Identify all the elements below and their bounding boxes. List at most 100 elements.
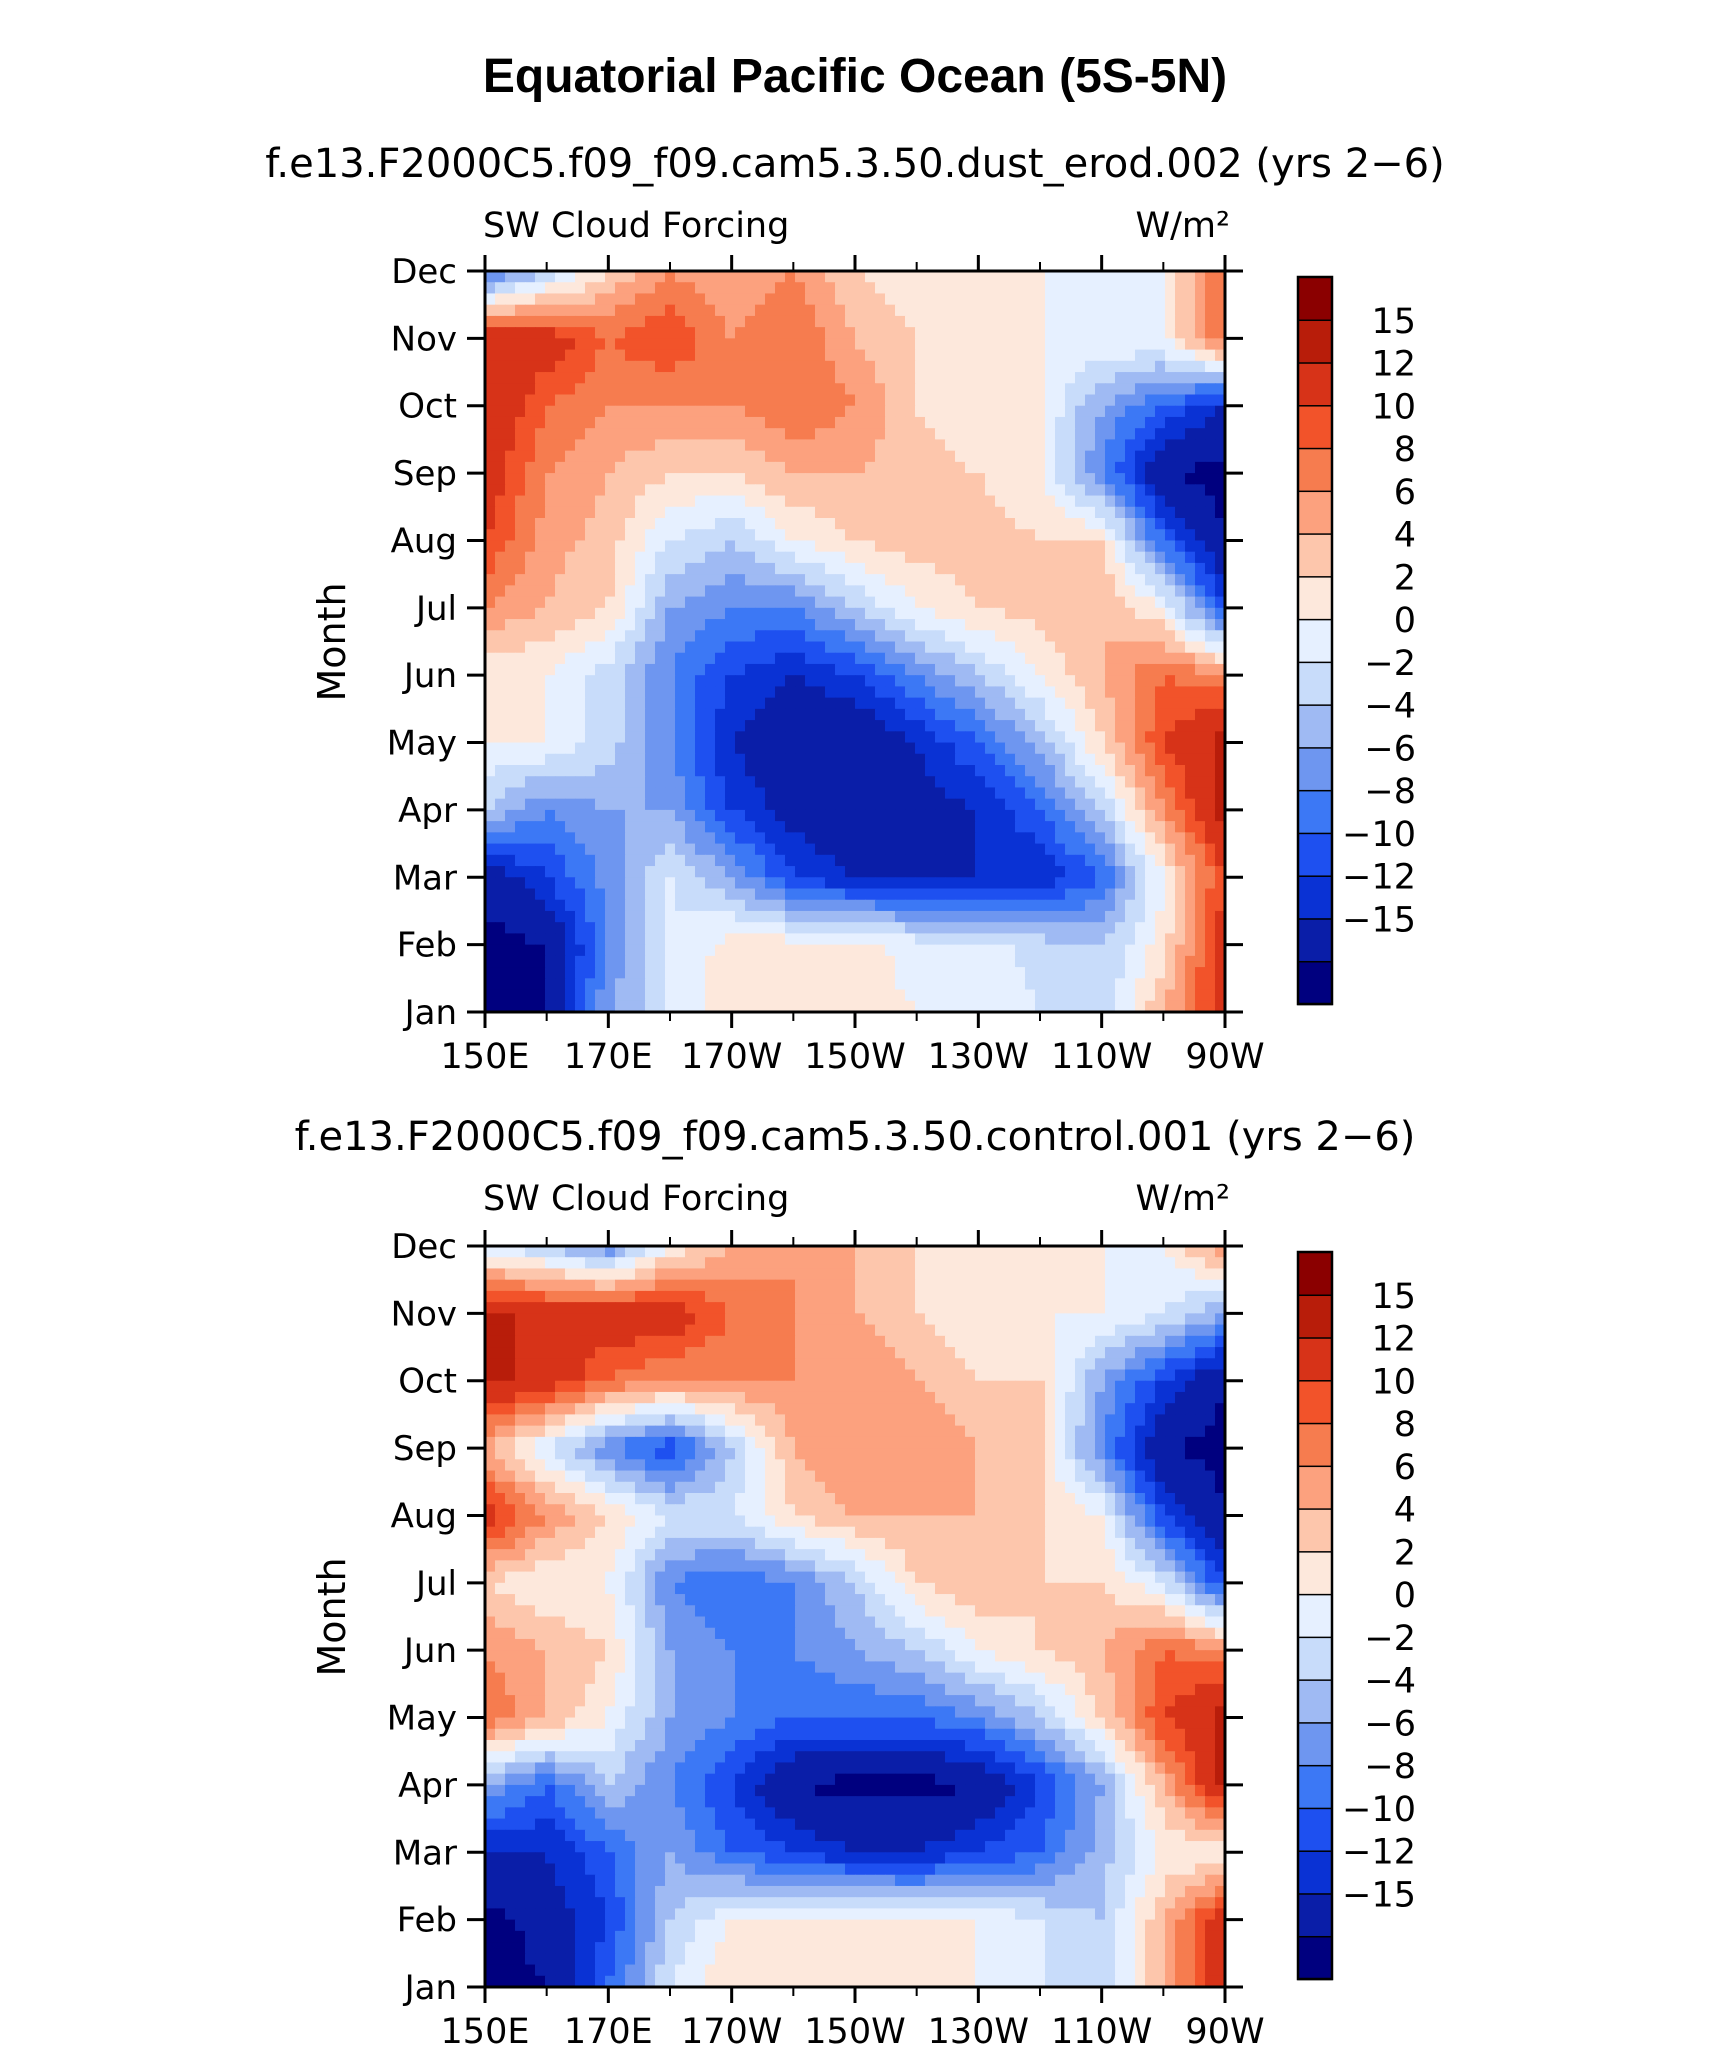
contour-cell [615, 394, 626, 407]
contour-cell [1045, 585, 1056, 598]
contour-cell [665, 720, 676, 732]
contour-cell [815, 271, 826, 283]
contour-cell [515, 495, 526, 508]
contour-cell [955, 989, 966, 1002]
contour-cell [1175, 293, 1186, 306]
contour-cell [1185, 675, 1196, 688]
contour-cell [525, 607, 536, 620]
contour-cell [895, 854, 906, 867]
contour-cell [755, 675, 766, 688]
contour-cell [1015, 910, 1026, 923]
contour-cell [535, 596, 546, 609]
contour-cell [1015, 518, 1026, 530]
contour-cell [635, 428, 646, 441]
contour-cell [835, 338, 846, 351]
contour-cell [545, 753, 556, 766]
contour-cell [1155, 540, 1166, 553]
contour-cell [715, 293, 726, 306]
contour-cell [995, 293, 1006, 306]
contour-cell [1085, 439, 1096, 452]
contour-cell [1135, 271, 1146, 283]
contour-cell [645, 282, 656, 295]
contour-cell [545, 809, 556, 822]
contour-cell [515, 372, 526, 384]
contour-cell [545, 619, 556, 631]
contour-cell [855, 854, 866, 867]
contour-cell [875, 304, 886, 317]
contour-cell [605, 843, 616, 856]
contour-cell [745, 495, 756, 508]
contour-cell [825, 405, 836, 418]
contour-cell [715, 933, 726, 946]
contour-cell [885, 495, 896, 508]
contour-cell [1055, 708, 1066, 721]
contour-cell [875, 327, 886, 339]
contour-cell [565, 967, 576, 979]
contour-cell [505, 652, 516, 665]
contour-cell [745, 753, 756, 766]
contour-cell [1195, 663, 1206, 676]
contour-cell [685, 731, 696, 744]
contour-cell [945, 776, 956, 789]
contour-cell [1125, 854, 1136, 867]
contour-cell [775, 540, 786, 553]
contour-cell [775, 372, 786, 384]
contour-cell [1115, 428, 1126, 441]
contour-cell [995, 349, 1006, 362]
contour-cell [765, 551, 776, 564]
contour-cell [565, 506, 576, 519]
contour-cell [525, 697, 536, 710]
contour-cell [595, 484, 606, 497]
contour-cell [1095, 832, 1106, 845]
contour-cell [975, 967, 986, 979]
contour-cell [1205, 562, 1216, 575]
contour-cell [485, 708, 496, 721]
contour-cell [1105, 271, 1116, 283]
contour-cell [885, 888, 896, 901]
contour-cell [565, 955, 576, 968]
contour-cell [1035, 776, 1046, 789]
contour-cell [955, 832, 966, 845]
contour-cell [1025, 416, 1036, 429]
contour-cell [535, 495, 546, 508]
contour-cell [615, 596, 626, 609]
colorbar-box [1297, 404, 1333, 450]
contour-cell [1095, 866, 1106, 878]
contour-cell [815, 809, 826, 822]
contour-cell [1035, 910, 1046, 923]
contour-cell [735, 877, 746, 890]
contour-cell [955, 293, 966, 306]
contour-cell [855, 989, 866, 1002]
colorbar-label: −2 [1364, 644, 1416, 684]
contour-cell [1015, 619, 1026, 631]
contour-cell [645, 551, 656, 564]
contour-cell [825, 271, 836, 283]
contour-cell [1075, 360, 1086, 373]
contour-cell [1085, 304, 1096, 317]
contour-cell [1115, 888, 1126, 901]
contour-cell [615, 888, 626, 901]
contour-cell [1015, 416, 1026, 429]
contour-cell [505, 787, 516, 800]
contour-cell [545, 742, 556, 755]
contour-cell [675, 304, 686, 317]
contour-cell [845, 293, 856, 306]
contour-cell [905, 607, 916, 620]
contour-cell [995, 383, 1006, 396]
contour-cell [525, 675, 536, 688]
contour-cell [785, 349, 796, 362]
contour-cell [815, 439, 826, 452]
contour-cell [1165, 944, 1176, 957]
contour-cell [995, 327, 1006, 339]
contour-cell [915, 405, 926, 418]
contour-cell [1105, 832, 1116, 845]
contour-cell [1215, 596, 1226, 609]
contour-cell [525, 349, 536, 362]
contour-cell [1185, 899, 1196, 912]
contour-cell [765, 585, 776, 598]
contour-cell [1055, 967, 1066, 979]
contour-cell [795, 944, 806, 957]
contour-cell [885, 967, 896, 979]
contour-cell [1205, 484, 1216, 497]
contour-cell [1075, 821, 1086, 833]
